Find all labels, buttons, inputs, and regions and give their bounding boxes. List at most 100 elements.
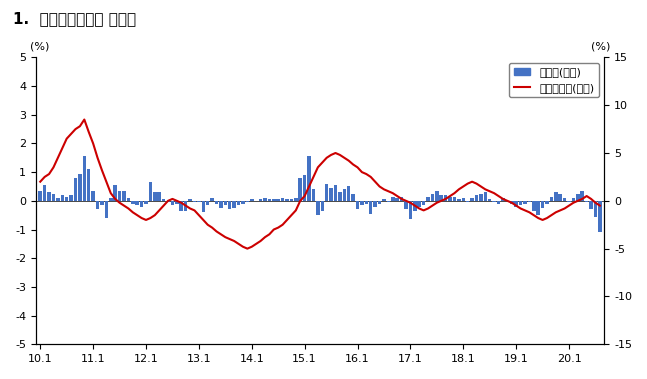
Bar [109,198,113,201]
Bar [166,201,170,202]
Bar [131,201,135,204]
Bar [118,191,122,201]
Bar [351,194,355,201]
Bar [461,198,465,201]
Bar [38,191,42,201]
Bar [470,198,474,201]
Bar [69,195,73,201]
Bar [329,188,333,201]
Bar [303,175,307,201]
Bar [439,195,443,201]
Bar [453,197,456,201]
Bar [47,192,51,201]
Bar [272,199,276,201]
Bar [431,194,434,201]
Text: (%): (%) [30,42,50,52]
Bar [87,169,91,201]
Bar [567,201,571,202]
Bar [563,198,566,201]
Bar [140,201,144,207]
Bar [523,201,527,204]
Bar [598,201,602,232]
Bar [246,201,249,202]
Bar [153,192,157,201]
Bar [276,199,280,201]
Bar [197,201,201,202]
Bar [550,197,553,201]
Text: 1.  생산자물가지수 등락률: 1. 생산자물가지수 등락률 [13,11,136,27]
Bar [290,199,293,201]
Bar [373,201,377,207]
Bar [466,201,470,202]
Bar [378,201,381,204]
Bar [201,201,205,212]
Bar [395,198,399,201]
Bar [501,198,505,201]
Bar [580,191,584,201]
Bar [175,201,179,204]
Bar [232,201,236,208]
Bar [224,201,227,205]
Legend: 전월비(좌축), 전년동월비(우측): 전월비(좌축), 전년동월비(우측) [509,63,598,97]
Bar [347,186,351,201]
Bar [320,201,324,211]
Bar [83,157,86,201]
Bar [250,199,254,201]
Bar [188,199,192,201]
Bar [74,178,77,201]
Bar [391,197,395,201]
Bar [444,195,448,201]
Bar [492,201,496,202]
Bar [356,201,359,210]
Bar [413,201,417,211]
Bar [78,174,82,201]
Bar [307,157,311,201]
Bar [56,198,60,201]
Bar [281,198,285,201]
Bar [369,201,373,214]
Bar [435,191,439,201]
Bar [325,183,329,201]
Bar [144,201,148,204]
Bar [285,199,289,201]
Bar [100,201,104,205]
Bar [585,201,588,202]
Bar [536,201,540,215]
Bar [364,201,368,204]
Bar [422,201,425,205]
Bar [338,192,342,201]
Bar [558,194,562,201]
Bar [426,197,430,201]
Bar [589,201,593,210]
Bar [475,195,478,201]
Bar [122,191,126,201]
Bar [488,199,492,201]
Bar [127,198,130,201]
Bar [342,190,346,201]
Bar [113,185,117,201]
Bar [483,192,487,201]
Bar [541,201,544,208]
Bar [237,201,240,205]
Bar [215,201,218,204]
Bar [298,178,302,201]
Bar [61,195,64,201]
Bar [404,201,408,210]
Bar [241,201,245,204]
Bar [184,201,188,211]
Bar [519,201,522,205]
Bar [179,201,183,211]
Bar [545,201,549,204]
Bar [334,185,337,201]
Bar [527,201,531,202]
Bar [417,201,421,207]
Bar [554,192,558,201]
Bar [479,194,483,201]
Bar [316,201,320,215]
Bar [510,201,514,204]
Bar [294,198,298,201]
Bar [171,201,174,205]
Bar [206,201,210,205]
Bar [65,197,69,201]
Bar [91,191,95,201]
